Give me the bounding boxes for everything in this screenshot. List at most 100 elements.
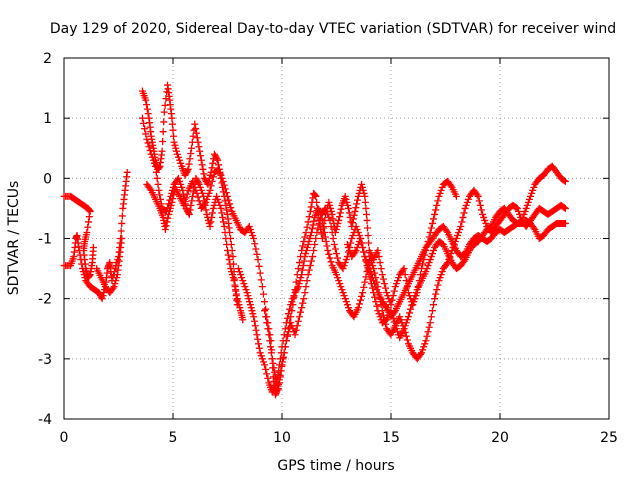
data-point (195, 197, 203, 205)
data-points (60, 81, 569, 399)
data-point (250, 235, 258, 242)
x-tick-label: 0 (60, 430, 69, 446)
data-point (462, 201, 470, 209)
data-point (174, 174, 182, 182)
data-point (275, 385, 283, 393)
data-point (240, 280, 248, 288)
data-point (362, 210, 370, 218)
data-point (327, 258, 335, 266)
data-point (301, 253, 309, 261)
data-point (341, 259, 349, 267)
y-tick-label: 2 (43, 51, 52, 67)
data-point (216, 168, 224, 176)
data-point (434, 281, 442, 289)
data-point (355, 231, 363, 239)
data-point (165, 210, 173, 218)
data-point (372, 298, 380, 306)
data-point (110, 283, 118, 291)
data-point (368, 274, 376, 282)
data-point (213, 155, 221, 163)
data-point (79, 265, 87, 273)
data-point (308, 225, 316, 233)
data-point (254, 335, 262, 343)
data-point (141, 125, 149, 133)
data-point (513, 204, 521, 212)
data-point (380, 280, 388, 288)
data-point (262, 305, 270, 313)
data-point (285, 310, 293, 318)
data-point (430, 301, 438, 309)
data-point (423, 265, 431, 273)
data-point (344, 244, 352, 252)
data-point (404, 313, 412, 321)
data-point (173, 147, 181, 155)
data-point (261, 361, 269, 369)
data-point (235, 301, 243, 309)
data-point (224, 251, 232, 259)
data-point (201, 200, 209, 208)
data-point (433, 286, 441, 294)
data-point (303, 244, 311, 252)
data-point (168, 120, 176, 128)
data-point (359, 289, 367, 297)
data-point (185, 209, 193, 217)
data-point (358, 183, 366, 191)
data-point (267, 349, 275, 357)
data-point (327, 222, 335, 230)
data-point (318, 230, 326, 238)
data-point (310, 247, 318, 255)
data-point (353, 225, 361, 233)
data-point (279, 355, 287, 363)
data-point (307, 231, 315, 239)
data-point (391, 283, 399, 291)
data-point (272, 376, 280, 384)
data-point (152, 162, 160, 170)
data-point (290, 292, 298, 300)
data-point (310, 217, 318, 225)
data-point (346, 247, 354, 255)
data-point (85, 218, 93, 226)
data-point (292, 278, 300, 286)
data-point (293, 286, 301, 294)
data-point (321, 233, 329, 241)
data-point (352, 222, 360, 230)
data-point (359, 244, 367, 252)
data-point (374, 307, 382, 315)
data-point (313, 228, 321, 236)
data-point (138, 114, 146, 122)
data-point (227, 204, 235, 212)
data-point (329, 215, 337, 223)
data-point (325, 213, 333, 221)
data-point (258, 355, 266, 363)
data-point (424, 328, 432, 336)
data-point (475, 197, 483, 205)
data-point (294, 283, 302, 291)
data-point (427, 253, 435, 261)
data-point (432, 206, 440, 214)
data-point (170, 132, 178, 140)
data-point (208, 177, 216, 185)
y-tick-label: 0 (43, 171, 52, 187)
data-point (333, 250, 340, 258)
data-point (218, 174, 226, 182)
data-point (234, 265, 242, 273)
data-point (208, 164, 216, 172)
x-tick-label: 25 (600, 430, 618, 446)
data-point (219, 177, 227, 185)
data-point (218, 209, 226, 217)
data-point (322, 204, 330, 212)
data-point (401, 322, 409, 330)
data-point (371, 280, 379, 288)
data-point (226, 200, 234, 208)
data-point (392, 325, 400, 333)
data-point (474, 192, 482, 200)
data-point (456, 225, 464, 233)
data-point (332, 225, 340, 233)
data-point (253, 250, 261, 258)
data-point (249, 310, 257, 318)
data-point (274, 382, 282, 390)
data-point (204, 180, 212, 188)
data-point (292, 326, 300, 334)
data-point (412, 289, 420, 297)
data-point (306, 235, 314, 242)
